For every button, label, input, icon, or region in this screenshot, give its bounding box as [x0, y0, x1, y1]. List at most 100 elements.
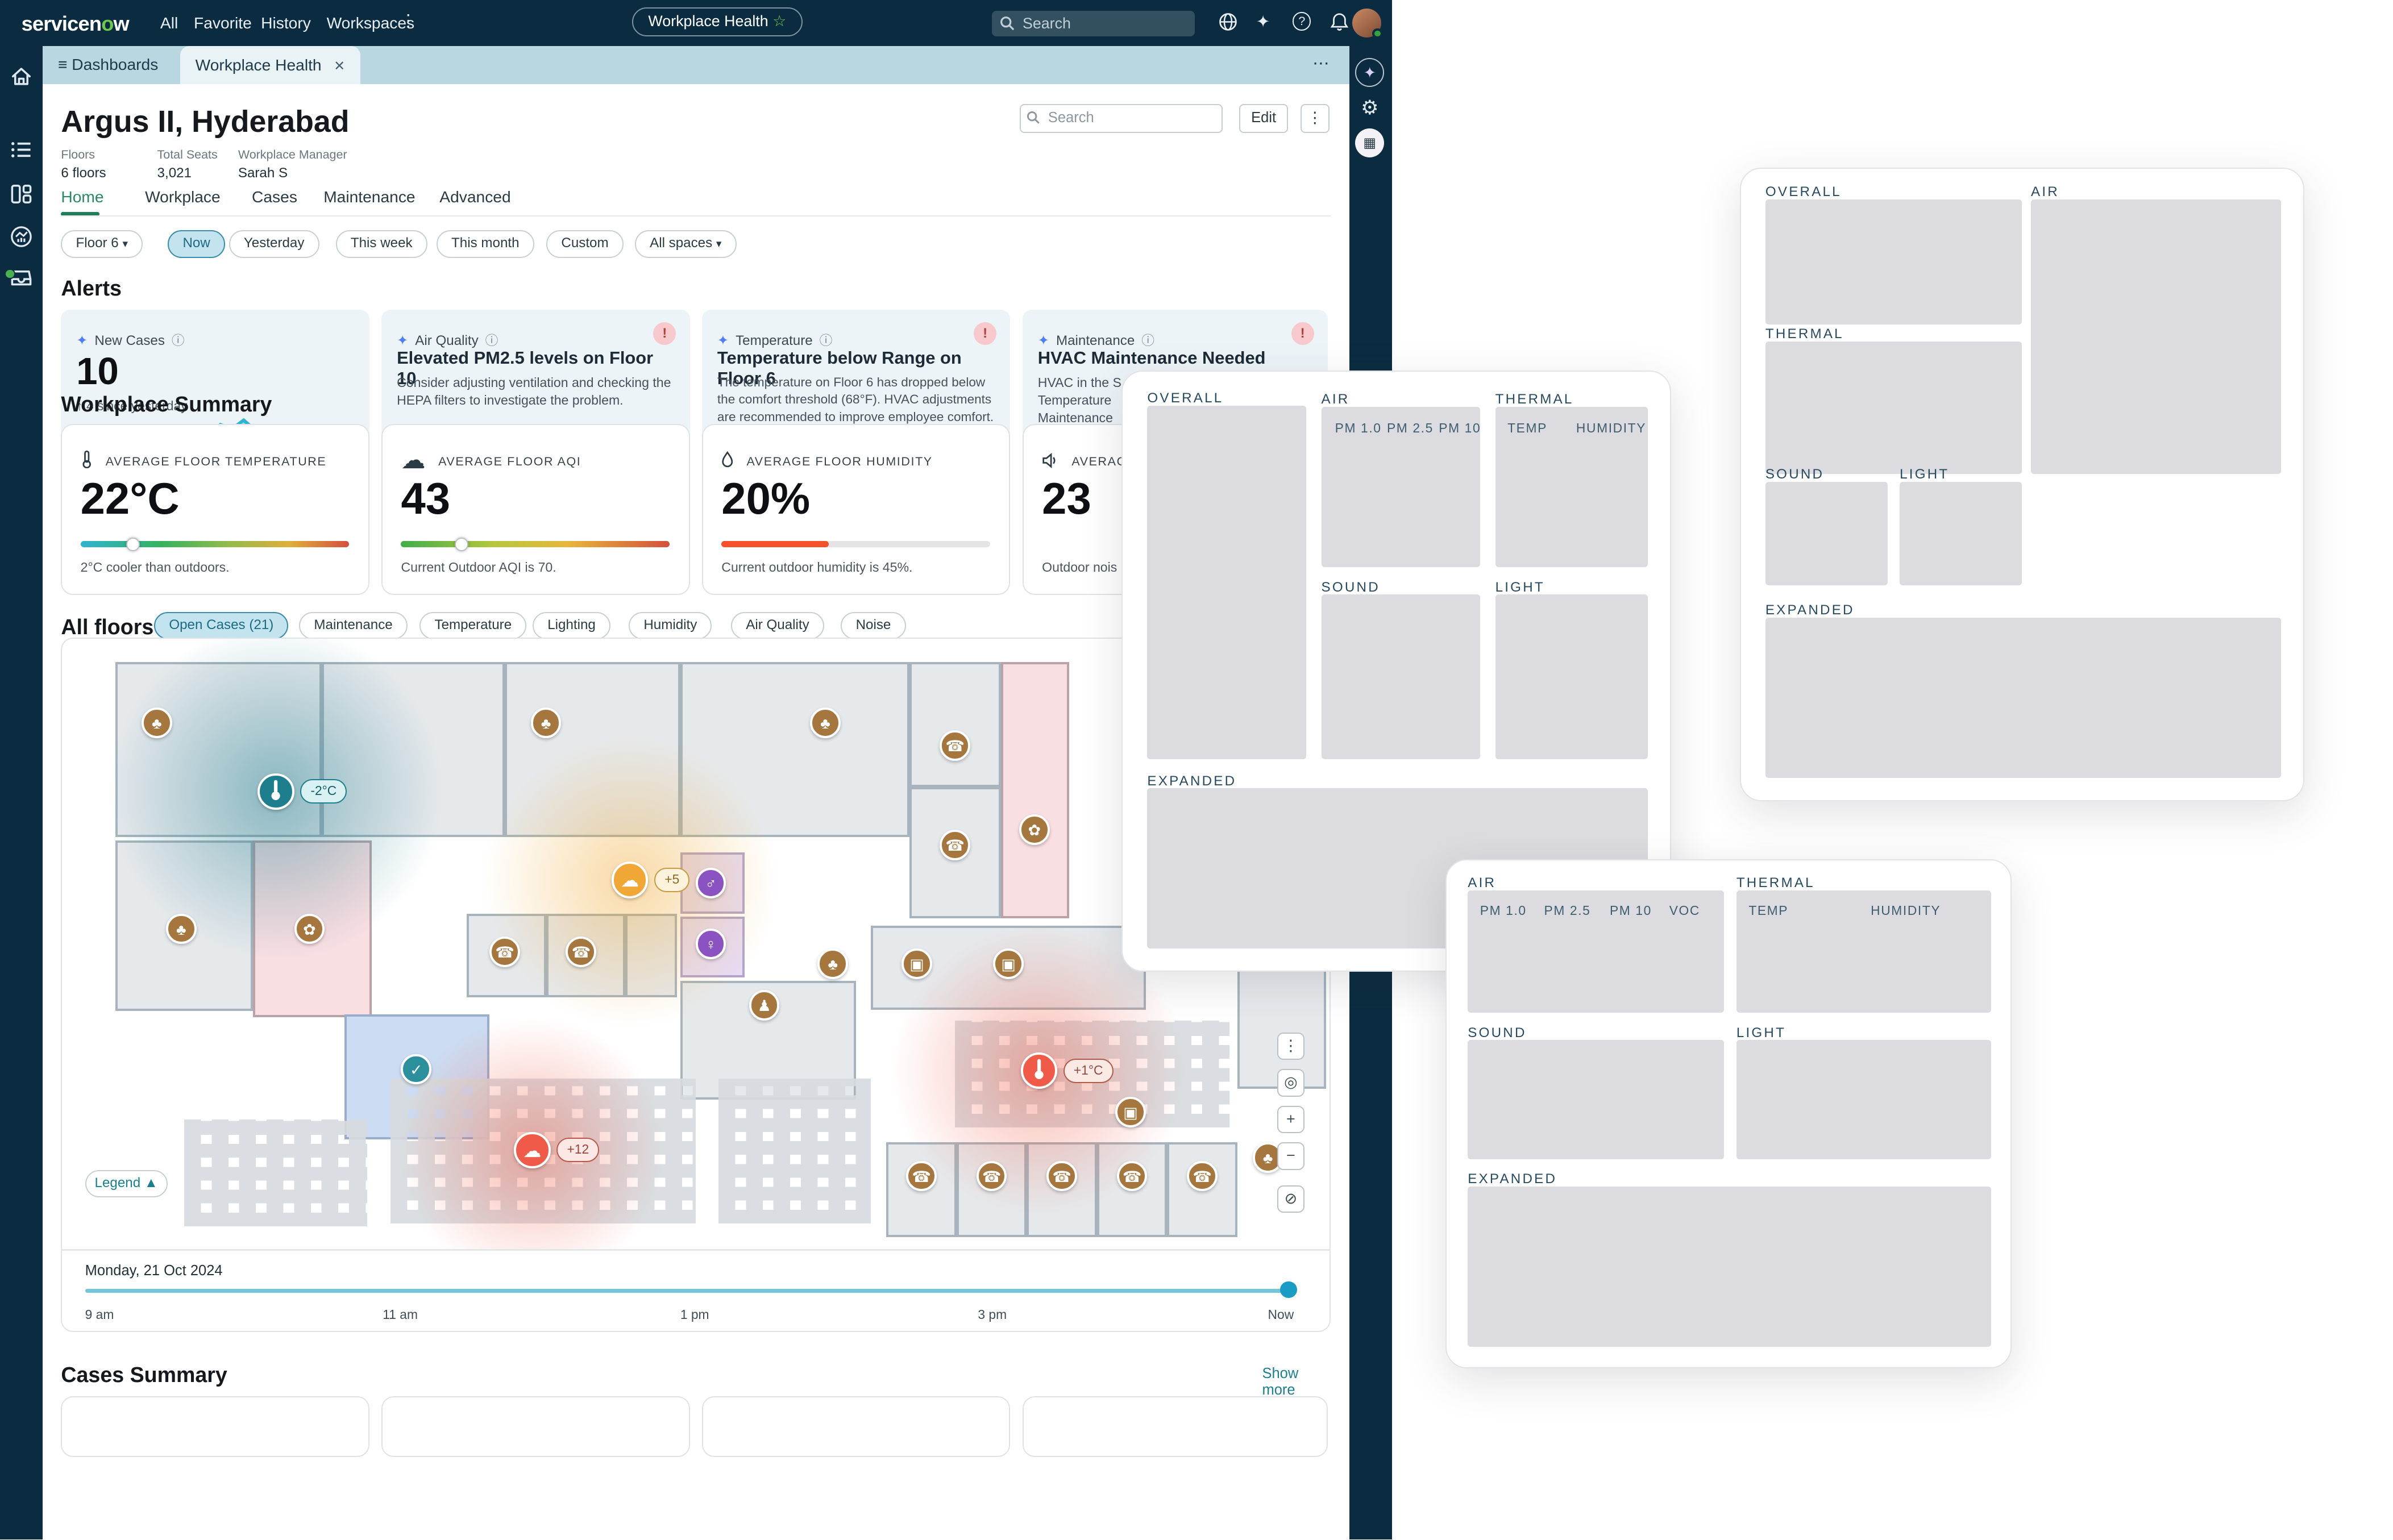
legend-button[interactable]: Legend ▲ [85, 1169, 168, 1198]
tick-now: Now [1268, 1307, 1294, 1322]
nav-workspaces[interactable]: Workspaces [326, 14, 415, 32]
map-zoom-out-button[interactable]: − [1277, 1142, 1304, 1170]
phone-marker[interactable]: ☎ [940, 730, 970, 761]
filter-yesterday[interactable]: Yesterday [229, 230, 319, 258]
nav-favorite[interactable]: Favorite [193, 14, 252, 32]
analytics-icon[interactable] [9, 224, 34, 249]
floors-filter-noise[interactable]: Noise [841, 611, 906, 639]
filter-this-month[interactable]: This month [436, 230, 534, 258]
ai-sparkle-icon[interactable]: ✦ [1256, 13, 1270, 32]
restroom-male-marker[interactable]: ♂ [695, 868, 726, 898]
filter-this-week[interactable]: This week [335, 230, 427, 258]
tab-advanced[interactable]: Advanced [439, 188, 511, 206]
tab-cases[interactable]: Cases [252, 188, 297, 206]
skeleton-panel-top-right: OVERALL AIR THERMAL SOUND LIGHT EXPANDED [1739, 168, 2305, 801]
ai-assist-icon[interactable]: ✦ [1355, 58, 1385, 88]
dashboards-breadcrumb[interactable]: ≡ Dashboards [58, 55, 159, 73]
info-icon[interactable]: ⓘ [1141, 333, 1155, 348]
map-zoom-in-button[interactable]: + [1277, 1105, 1304, 1134]
air-label: AIR [1321, 392, 1350, 407]
tab-home[interactable]: Home [61, 188, 104, 206]
servicenow-logo[interactable]: servicenow [21, 12, 130, 36]
close-tab-icon[interactable]: ✕ [334, 58, 346, 74]
paw-marker[interactable]: ♣ [165, 913, 197, 944]
dashboard-search-input[interactable]: Search [1019, 103, 1223, 133]
floors-filter-maintenance[interactable]: Maintenance [299, 611, 408, 639]
show-more-link[interactable]: Show more [1262, 1366, 1299, 1399]
restroom-female-marker[interactable]: ♀ [695, 929, 726, 960]
floors-filter-open-cases[interactable]: Open Cases (21) [154, 611, 289, 639]
printer-marker[interactable]: ▣ [901, 948, 932, 980]
printer-marker[interactable]: ▣ [1115, 1096, 1146, 1127]
help-icon[interactable]: ? [1293, 12, 1314, 34]
case-summary-card[interactable] [61, 1396, 369, 1458]
floors-filter-lighting[interactable]: Lighting [533, 611, 610, 639]
workspaces-layout-icon[interactable] [9, 182, 34, 206]
settings-gear-icon[interactable]: ⚙ [1361, 96, 1379, 119]
paw-marker[interactable]: ♣ [530, 707, 562, 738]
globe-icon[interactable] [1218, 12, 1240, 34]
filter-now[interactable]: Now [168, 230, 225, 258]
floors-filter-temperature[interactable]: Temperature [419, 611, 527, 639]
edit-button[interactable]: Edit [1239, 103, 1289, 133]
inbox-icon[interactable] [9, 265, 34, 290]
phone-marker[interactable]: ☎ [489, 936, 520, 967]
cloud-warn-marker[interactable]: ☁ [611, 861, 649, 898]
phone-marker[interactable]: ☎ [1187, 1160, 1218, 1192]
workspace-pill[interactable]: Workplace Health ☆ [632, 7, 803, 37]
air-label: AIR [1468, 875, 1497, 891]
nav-more-icon[interactable]: ⋮ [400, 11, 417, 30]
map-visibility-icon[interactable]: ◎ [1277, 1069, 1304, 1097]
paw-marker[interactable]: ♣ [817, 948, 849, 980]
timeline-slider[interactable] [85, 1289, 1291, 1293]
lists-icon[interactable] [9, 138, 34, 162]
map-more-icon[interactable]: ⋮ [1277, 1033, 1304, 1060]
paw-marker[interactable]: ♣ [142, 707, 172, 738]
nav-all[interactable]: All [160, 14, 178, 32]
summary-caption: 2°C cooler than outdoors. [80, 559, 230, 575]
tab-workplace-health[interactable]: Workplace Health ✕ [180, 45, 361, 84]
case-summary-card[interactable] [702, 1396, 1011, 1458]
phone-marker[interactable]: ☎ [940, 829, 970, 860]
check-marker[interactable]: ✓ [401, 1054, 432, 1085]
printer-marker[interactable]: ▣ [993, 948, 1024, 980]
info-icon[interactable]: ⓘ [485, 333, 498, 348]
tabstrip-more-icon[interactable]: ⋯ [1312, 53, 1331, 73]
wellness-marker[interactable]: ✿ [294, 913, 325, 944]
info-icon[interactable]: ⓘ [819, 333, 833, 348]
phone-marker[interactable]: ☎ [1116, 1160, 1148, 1192]
notifications-bell-icon[interactable] [1330, 12, 1351, 34]
floors-filter-air-quality[interactable]: Air Quality [731, 611, 824, 639]
filter-floor[interactable]: Floor 6 ▾ [61, 230, 143, 258]
wellness-marker[interactable]: ✿ [1019, 814, 1050, 845]
favorite-star-icon[interactable]: ☆ [772, 13, 787, 30]
cloud-crit-marker[interactable]: ☁ [514, 1131, 551, 1168]
phone-marker[interactable]: ☎ [1046, 1160, 1077, 1192]
phone-marker[interactable]: ☎ [906, 1160, 937, 1192]
meeting-marker[interactable]: ♟ [749, 989, 780, 1021]
tab-maintenance[interactable]: Maintenance [323, 188, 416, 206]
workplace-summary-heading: Workplace Summary [61, 392, 272, 417]
phone-marker[interactable]: ☎ [976, 1160, 1007, 1192]
overall-skeleton [1765, 199, 2022, 325]
nav-history[interactable]: History [261, 14, 311, 32]
timeline-handle[interactable] [1280, 1281, 1297, 1298]
info-icon[interactable]: ⓘ [171, 333, 185, 348]
thermo-hot-marker[interactable] [1020, 1052, 1057, 1089]
filter-custom[interactable]: Custom [546, 230, 624, 258]
floorplan-panel-icon[interactable]: ▦ [1355, 128, 1385, 157]
map-compass-icon[interactable]: ⊘ [1277, 1185, 1304, 1213]
floors-filter-humidity[interactable]: Humidity [629, 611, 712, 639]
header-more-icon[interactable]: ⋮ [1300, 103, 1330, 133]
tab-workplace[interactable]: Workplace [145, 188, 221, 206]
phone-marker[interactable]: ☎ [566, 936, 597, 967]
thermo-cold-marker[interactable] [257, 773, 294, 810]
paw-marker[interactable]: ♣ [810, 707, 841, 738]
home-icon[interactable] [9, 64, 34, 89]
case-summary-card[interactable] [1022, 1396, 1328, 1458]
alert-body: Consider adjusting ventilation and check… [397, 374, 671, 407]
user-avatar[interactable] [1352, 8, 1383, 39]
case-summary-card[interactable] [381, 1396, 690, 1458]
global-search-input[interactable]: Search [992, 10, 1195, 37]
filter-all-spaces[interactable]: All spaces ▾ [634, 230, 737, 258]
